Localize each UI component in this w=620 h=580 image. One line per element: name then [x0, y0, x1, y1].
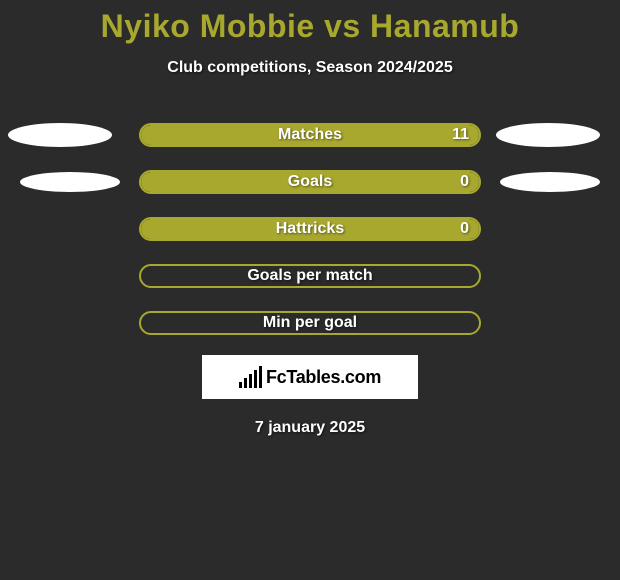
stat-value: 0 [460, 173, 469, 191]
left-marker-ellipse [8, 123, 112, 147]
stat-bar: Min per goal [139, 311, 481, 335]
right-marker-ellipse [500, 172, 600, 192]
stat-bar: Matches 11 [139, 123, 481, 147]
stat-value: 0 [460, 220, 469, 238]
stat-bar: Goals 0 [139, 170, 481, 194]
stat-row-matches: Matches 11 [0, 123, 620, 147]
subtitle: Club competitions, Season 2024/2025 [167, 59, 452, 77]
right-marker-ellipse [496, 123, 600, 147]
bar-chart-icon [239, 366, 262, 388]
stat-row-min-per-goal: Min per goal [0, 311, 620, 335]
source-logo: FcTables.com [202, 355, 418, 399]
stat-bar: Goals per match [139, 264, 481, 288]
stat-value: 11 [452, 126, 469, 144]
stat-row-goals-per-match: Goals per match [0, 264, 620, 288]
stat-label: Matches [278, 126, 342, 144]
stat-label: Hattricks [276, 220, 344, 238]
page-title: Nyiko Mobbie vs Hanamub [101, 8, 520, 45]
stat-rows: Matches 11 Goals 0 Hattricks 0 [0, 123, 620, 335]
stat-bar: Hattricks 0 [139, 217, 481, 241]
stat-label: Goals [288, 173, 332, 191]
stat-label: Goals per match [247, 267, 372, 285]
stat-row-hattricks: Hattricks 0 [0, 217, 620, 241]
logo-text: FcTables.com [266, 367, 381, 388]
stat-label: Min per goal [263, 314, 357, 332]
date-label: 7 january 2025 [255, 419, 365, 437]
stat-row-goals: Goals 0 [0, 170, 620, 194]
comparison-card: Nyiko Mobbie vs Hanamub Club competition… [0, 0, 620, 437]
left-marker-ellipse [20, 172, 120, 192]
